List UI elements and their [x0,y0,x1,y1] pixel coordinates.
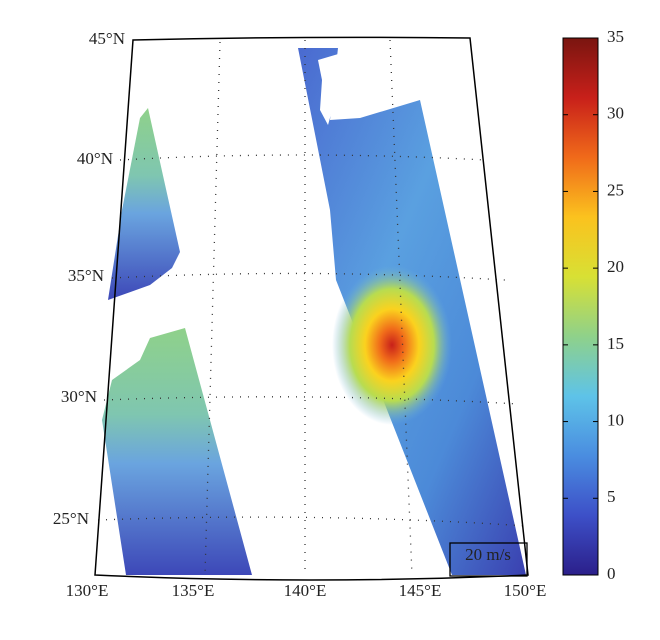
colorbar-tick-label: 5 [607,487,616,506]
lat-label: 35°N [68,266,104,285]
lat-label: 45°N [89,29,125,48]
parallel [103,396,519,405]
colorbar-tick-label: 25 [607,180,624,199]
lat-label: 25°N [53,509,89,528]
parallel [119,154,486,161]
colorbar [562,37,599,576]
colorbar-tick-label: 10 [607,410,624,429]
meridian [204,41,221,576]
swath-west-south [102,328,252,575]
colorbar-tick-label: 20 [607,257,624,276]
lon-label: 145°E [399,581,442,600]
lon-label: 150°E [504,581,547,600]
swath-west-north [108,108,180,300]
lat-label: 40°N [77,149,113,168]
typhoon [332,265,452,425]
colorbar-tick-label: 0 [607,564,616,583]
scale-label: 20 m/s [465,545,511,564]
lon-label: 135°E [172,581,215,600]
wind-field [102,48,526,575]
lon-label: 140°E [284,581,327,600]
colorbar-tick-label: 15 [607,334,624,353]
colorbar-tick-label: 35 [607,27,624,46]
lon-label: 130°E [66,581,109,600]
scale-box [449,542,528,577]
graticule [97,39,527,576]
land [318,52,365,125]
colorbar-tick-label: 30 [607,104,624,123]
lat-label: 30°N [61,387,97,406]
